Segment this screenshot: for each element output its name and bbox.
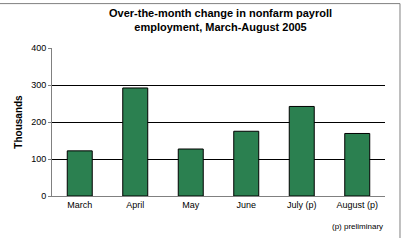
svg-text:March: March — [67, 200, 92, 210]
svg-text:0: 0 — [41, 191, 46, 201]
svg-text:400: 400 — [31, 43, 46, 53]
svg-text:May: May — [182, 200, 200, 210]
svg-text:(p) preliminary: (p) preliminary — [332, 222, 383, 231]
svg-text:August (p): August (p) — [336, 200, 378, 210]
svg-text:Over-the-month change in nonfa: Over-the-month change in nonfarm payroll… — [109, 7, 332, 33]
svg-text:100: 100 — [31, 154, 46, 164]
svg-text:July (p): July (p) — [287, 200, 317, 210]
svg-text:June: June — [236, 200, 256, 210]
svg-text:April: April — [126, 200, 144, 210]
svg-text:Thousands: Thousands — [13, 95, 24, 149]
svg-text:200: 200 — [31, 117, 46, 127]
svg-text:300: 300 — [31, 80, 46, 90]
